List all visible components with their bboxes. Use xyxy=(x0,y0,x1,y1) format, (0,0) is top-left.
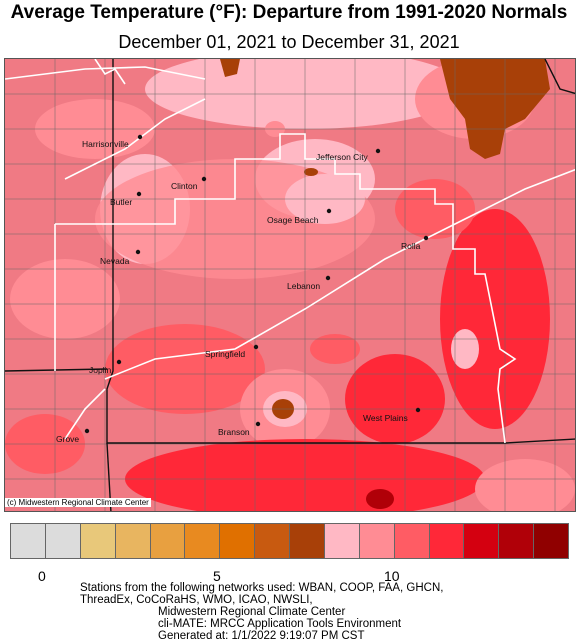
legend-swatch xyxy=(10,523,46,559)
city-label-butler: Butler xyxy=(110,197,132,207)
city-label-clinton: Clinton xyxy=(171,181,198,191)
legend-swatch xyxy=(289,523,325,559)
legend-tick-10: 10 xyxy=(384,568,400,584)
legend-swatch xyxy=(428,523,465,559)
footer-line: Stations from the following networks use… xyxy=(80,582,444,594)
legend-swatch xyxy=(114,523,151,559)
legend-swatch xyxy=(358,523,395,559)
legend-swatch xyxy=(533,523,569,559)
city-label-osage-beach: Osage Beach xyxy=(267,215,319,225)
map-credit: (c) Midwestern Regional Climate Center xyxy=(5,498,151,507)
city-label-nevada: Nevada xyxy=(100,256,130,266)
map-canvas: Harrisonville Jefferson City Clinton But… xyxy=(5,59,575,511)
footer-line: ThreadEx, CoCoRaHS, WMO, ICAO, NWSLI, xyxy=(80,594,313,606)
city-label-joplin: Joplin xyxy=(89,365,111,375)
map-subtitle: December 01, 2021 to December 31, 2021 xyxy=(118,32,460,52)
legend-swatch xyxy=(44,523,81,559)
legend-swatch xyxy=(393,523,430,559)
legend-tick-0: 0 xyxy=(38,568,46,584)
legend-swatch xyxy=(149,523,186,559)
legend-swatch xyxy=(498,523,535,559)
color-legend xyxy=(10,523,569,559)
legend-tick-5: 5 xyxy=(213,568,221,584)
city-labels: Harrisonville Jefferson City Clinton But… xyxy=(56,139,421,444)
footer-line: cli-MATE: MRCC Application Tools Environ… xyxy=(158,618,402,630)
legend-swatch xyxy=(254,523,290,559)
footer-line: Generated at: 1/1/2022 9:19:07 PM CST xyxy=(158,630,365,642)
map-title: Average Temperature (°F): Departure from… xyxy=(10,2,568,23)
legend-swatch xyxy=(219,523,256,559)
temperature-departure-map: Harrisonville Jefferson City Clinton But… xyxy=(4,58,576,512)
city-label-lebanon: Lebanon xyxy=(287,281,320,291)
city-label-harrisonville: Harrisonville xyxy=(82,139,129,149)
city-label-grove: Grove xyxy=(56,434,79,444)
city-label-jefferson-city: Jefferson City xyxy=(316,152,369,162)
city-label-springfield: Springfield xyxy=(205,349,245,359)
legend-swatch xyxy=(184,523,221,559)
state-boundaries xyxy=(5,59,575,511)
region-boundary xyxy=(5,59,575,444)
city-label-branson: Branson xyxy=(218,427,250,437)
legend-swatch xyxy=(79,523,116,559)
city-label-rolla: Rolla xyxy=(401,241,421,251)
city-markers xyxy=(84,134,429,434)
footer-line: Midwestern Regional Climate Center xyxy=(158,606,346,618)
legend-swatch xyxy=(323,523,360,559)
footer-notes: Stations from the following networks use… xyxy=(80,582,443,642)
legend-swatch xyxy=(463,523,500,559)
city-label-west-plains: West Plains xyxy=(363,413,408,423)
